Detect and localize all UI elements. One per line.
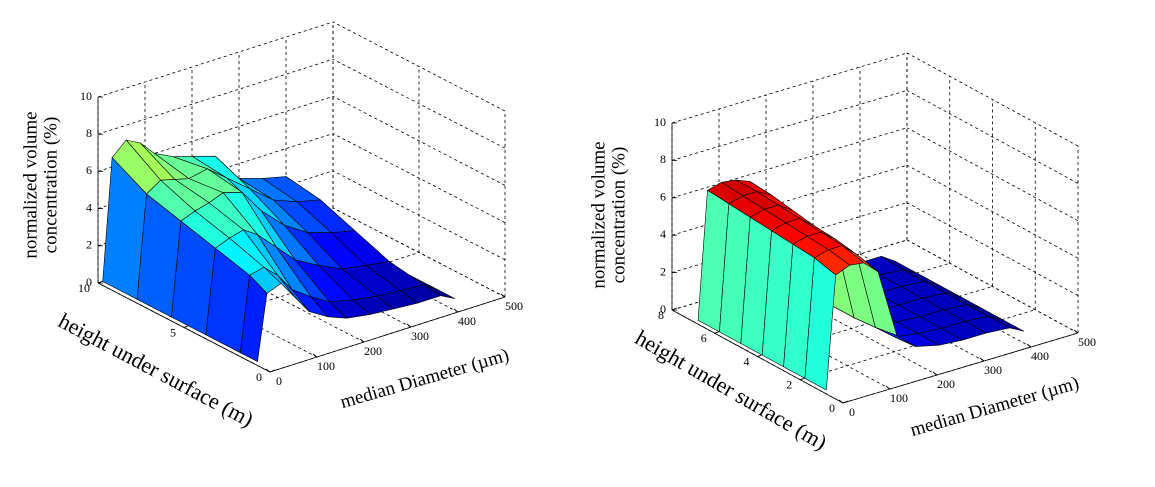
z-tick-label: 4 bbox=[86, 200, 92, 214]
surface-facet bbox=[804, 257, 837, 391]
surface-facet bbox=[240, 274, 268, 362]
tick-mark bbox=[885, 385, 891, 390]
x-tick-label: 100 bbox=[890, 391, 908, 405]
grid-line bbox=[332, 21, 506, 112]
z-tick-label: 8 bbox=[660, 152, 666, 166]
x-tick-label: 500 bbox=[505, 299, 523, 313]
grid-line bbox=[332, 170, 506, 261]
z-tick-label: 2 bbox=[86, 238, 92, 252]
x-tick-label: 400 bbox=[1031, 349, 1049, 363]
x-tick-label: 0 bbox=[276, 374, 282, 388]
z-tick-label: 6 bbox=[86, 163, 92, 177]
y-tick-label: 8 bbox=[658, 308, 664, 322]
x-axis bbox=[842, 332, 1079, 404]
tick-mark bbox=[932, 371, 938, 376]
tick-mark bbox=[406, 323, 412, 328]
y-tick-label: 5 bbox=[170, 325, 176, 339]
tick-mark bbox=[671, 307, 678, 311]
z-tick-label: 2 bbox=[660, 264, 666, 278]
y-tick-label: 4 bbox=[744, 354, 750, 368]
grid-line bbox=[906, 90, 1079, 184]
x-tick-label: 200 bbox=[937, 377, 955, 391]
grid-line bbox=[671, 52, 908, 124]
z-tick-label: 0 bbox=[86, 275, 92, 289]
z-tick-label: 10 bbox=[654, 115, 666, 129]
tick-mark bbox=[842, 400, 849, 404]
x-tick-label: 200 bbox=[364, 344, 382, 358]
grid-line bbox=[332, 58, 506, 149]
z-axis-label: normalized volume bbox=[588, 141, 609, 288]
tick-mark bbox=[838, 399, 844, 404]
x-tick-label: 0 bbox=[849, 405, 855, 419]
y-tick-label: 2 bbox=[786, 378, 792, 392]
grid-line bbox=[332, 207, 506, 298]
tick-mark bbox=[453, 308, 459, 313]
z-tick-label: 4 bbox=[660, 227, 666, 241]
grid-line bbox=[906, 202, 1079, 296]
x-tick-label: 400 bbox=[458, 314, 476, 328]
tick-mark bbox=[1073, 329, 1079, 334]
x-tick-label: 300 bbox=[411, 329, 429, 343]
x-axis bbox=[269, 296, 506, 373]
grid-line bbox=[671, 90, 908, 161]
grid-line bbox=[906, 127, 1079, 222]
z-tick-label: 6 bbox=[660, 190, 666, 204]
grid-line bbox=[906, 239, 1079, 334]
grid-line bbox=[332, 96, 506, 186]
tick-mark bbox=[500, 293, 506, 298]
z-axis-label: concentration (%) bbox=[40, 117, 61, 254]
grid-line bbox=[671, 164, 908, 236]
tick-mark bbox=[97, 280, 104, 284]
y-tick-label: 10 bbox=[78, 281, 90, 295]
y-tick-label: 0 bbox=[829, 401, 835, 415]
x-tick-label: 500 bbox=[1078, 335, 1096, 349]
z-tick-label: 8 bbox=[86, 126, 92, 140]
grid-line bbox=[906, 52, 1079, 147]
x-tick-label: 100 bbox=[317, 359, 335, 373]
tick-mark bbox=[979, 357, 985, 362]
z-axis-label: normalized volume bbox=[20, 111, 41, 258]
grid-line bbox=[332, 133, 506, 223]
x-axis-label: median Diameter (µm) bbox=[908, 373, 1082, 441]
grid-line bbox=[97, 21, 334, 98]
grid-line bbox=[671, 127, 908, 199]
tick-mark bbox=[265, 368, 271, 373]
z-tick-label: 10 bbox=[80, 89, 92, 103]
tick-mark bbox=[359, 338, 365, 343]
z-axis-label: concentration (%) bbox=[608, 147, 629, 284]
tick-mark bbox=[1026, 343, 1032, 348]
grid-line bbox=[97, 58, 334, 135]
grid-line bbox=[97, 133, 334, 209]
grid-line bbox=[97, 96, 334, 172]
tick-mark bbox=[269, 369, 276, 373]
y-tick-label: 0 bbox=[256, 370, 262, 384]
grid-line bbox=[906, 164, 1079, 259]
x-tick-label: 300 bbox=[984, 363, 1002, 377]
z-tick-label: 0 bbox=[660, 302, 666, 316]
tick-mark bbox=[312, 353, 318, 358]
y-tick-label: 6 bbox=[701, 331, 707, 345]
